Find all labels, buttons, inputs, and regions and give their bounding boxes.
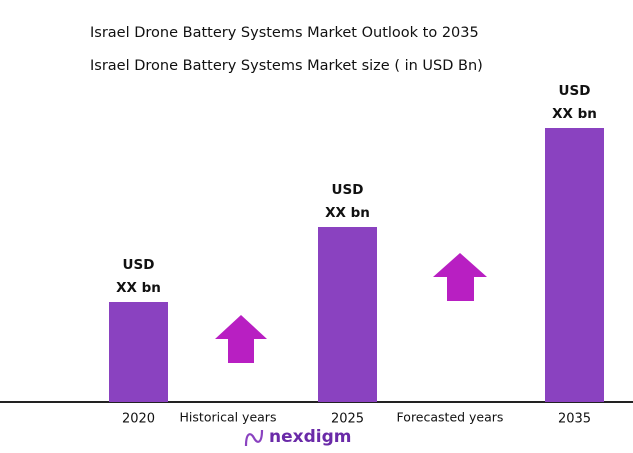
value-label: XX bn [552,106,597,122]
period-label: Forecasted years [397,410,504,425]
value-label: XX bn [116,280,161,296]
value-label: USD [123,257,155,273]
chart-subtitle: Israel Drone Battery Systems Market size… [90,58,483,74]
value-label: USD [559,83,591,99]
x-tick-label: 2035 [558,412,591,427]
chart-title: Israel Drone Battery Systems Market Outl… [90,25,479,41]
value-label: XX bn [325,205,370,221]
bar [109,302,168,402]
bar [545,128,604,402]
period-label: Historical years [180,410,277,425]
x-tick-label: 2020 [122,412,155,427]
logo-icon [244,429,264,447]
growth-arrow [215,315,267,363]
x-tick-label: 2025 [331,412,364,427]
bar [318,227,377,402]
logo: nexdigm [269,427,351,447]
value-label: USD [332,182,364,198]
growth-arrow [433,253,487,301]
